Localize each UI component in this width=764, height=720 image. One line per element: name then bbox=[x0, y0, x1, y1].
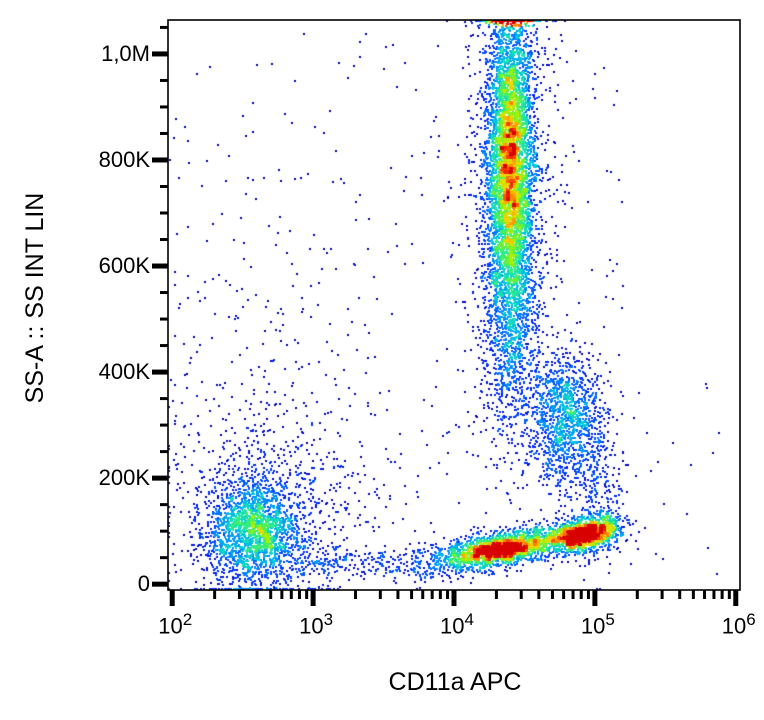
plot-border bbox=[167, 19, 741, 591]
y-axis-title: SS-A :: SS INT LIN bbox=[21, 192, 49, 404]
y-tick-label: 400K bbox=[98, 359, 150, 385]
x-tick-label: 102 bbox=[158, 610, 193, 639]
x-major-ticks bbox=[169, 590, 739, 606]
y-minor-ticks bbox=[160, 25, 168, 560]
y-tick-label: 600K bbox=[98, 253, 150, 279]
y-tick-label: 0 bbox=[137, 571, 150, 597]
y-tick-label: 800K bbox=[98, 146, 150, 172]
x-tick-label: 103 bbox=[299, 610, 334, 639]
x-tick-label: 105 bbox=[580, 610, 615, 639]
x-axis-title: CD11a APC bbox=[388, 668, 522, 696]
x-tick-label: 104 bbox=[440, 610, 474, 639]
y-tick-label: 200K bbox=[98, 465, 150, 491]
x-tick-label: 106 bbox=[721, 610, 756, 639]
y-tick-label: 1,0M bbox=[101, 40, 150, 66]
y-major-ticks bbox=[152, 51, 168, 587]
x-minor-ticks bbox=[213, 590, 731, 599]
